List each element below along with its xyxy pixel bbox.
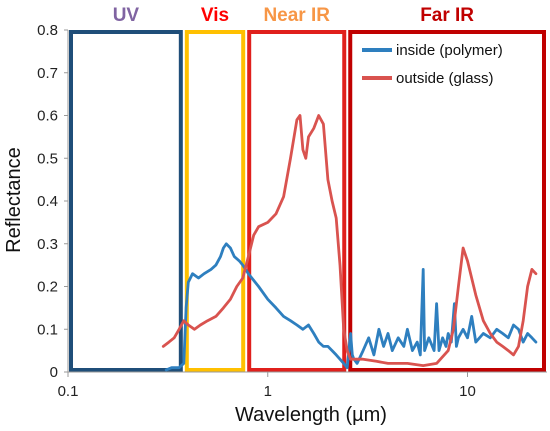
x-axis-title: Wavelength (µm) [235,404,387,426]
series-line-2 [161,114,538,367]
region-box-vis [184,30,246,372]
y-tick-label: 0.3 [37,236,58,253]
series-lines [161,114,538,372]
y-tick-label: 0.5 [37,150,58,167]
y-tick-label: 0.6 [37,108,58,125]
region-box-uv [69,30,183,372]
region-box-near-ir [247,30,347,372]
x-tick-label: 1 [264,383,272,400]
y-axis-title: Reflectance [3,147,25,253]
x-tick-label: 0.1 [58,383,79,400]
spectral-regions: UV Vis Near IR Far IR [69,5,546,372]
y-tick-label: 0.8 [37,22,58,39]
legend-label-1: inside (polymer) [396,42,503,59]
y-tick-label: 0.4 [37,193,58,210]
region-box-far-ir [348,30,546,372]
y-tick-label: 0.2 [37,279,58,296]
region-label-far-ir: Far IR [420,5,474,26]
region-label-uv: UV [113,5,140,26]
y-tick-label: 0.7 [37,65,58,82]
region-label-near-ir: Near IR [263,5,330,26]
tick-labels: 00.10.20.30.40.50.60.70.80.1 1 10 [37,22,476,400]
legend: inside (polymer) outside (glass) [362,42,503,87]
legend-label-2: outside (glass) [396,70,494,87]
y-tick-label: 0.1 [37,321,58,338]
region-label-vis: Vis [201,5,229,26]
series-line-1 [164,242,538,372]
y-tick-label: 0 [50,364,58,381]
x-tick-label: 10 [459,383,476,400]
